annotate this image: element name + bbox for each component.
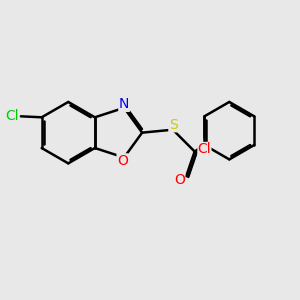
Text: O: O (174, 173, 185, 187)
Text: N: N (119, 97, 129, 111)
Text: Cl: Cl (198, 142, 211, 156)
Text: O: O (117, 154, 128, 168)
Text: S: S (169, 118, 178, 132)
Text: Cl: Cl (5, 109, 19, 123)
